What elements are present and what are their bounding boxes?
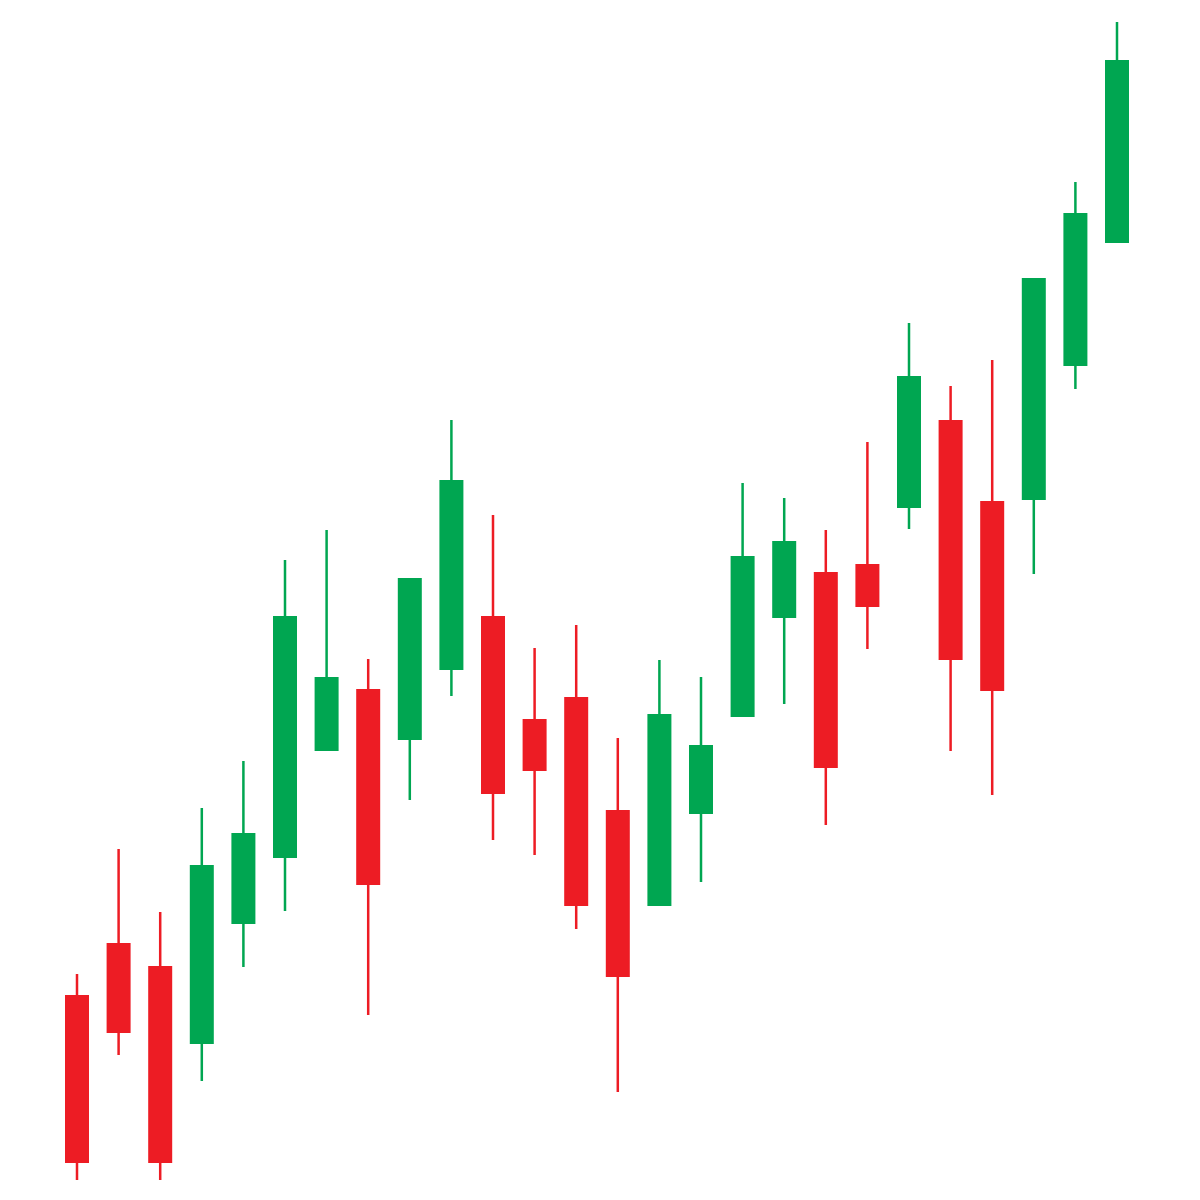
candle-body-down [813,572,838,768]
candle-24 [1021,278,1046,574]
candle-1 [65,974,89,1180]
candle-2 [106,849,131,1055]
candle-10 [439,420,464,696]
candle-body-up [1021,278,1046,500]
candle-14 [605,738,630,1092]
candle-body-up [397,578,422,740]
candle-16 [689,677,713,882]
candle-20 [855,442,880,649]
candle-15 [647,660,672,906]
candle-3 [148,912,173,1180]
candle-11 [481,515,505,840]
candle-25 [1063,182,1088,389]
candle-body-up [1063,213,1088,366]
candle-17 [730,483,755,717]
candle-19 [813,530,838,825]
candle-13 [564,625,589,929]
candle-22 [938,386,963,751]
candle-body-down [356,689,381,885]
candle-body-up [897,376,921,508]
candle-body-up [730,556,755,717]
candle-21 [897,323,921,529]
candle-body-down [855,564,880,607]
candle-body-up [647,714,672,906]
candle-body-up [689,745,713,814]
candle-body-up [772,541,797,618]
candle-5 [231,761,256,967]
candle-body-down [148,966,173,1163]
candle-body-down [522,719,547,771]
candle-body-down [564,697,589,906]
candle-9 [397,578,422,800]
candle-body-up [189,865,214,1044]
candle-body-down [938,420,963,660]
candle-body-up [273,616,297,858]
candle-8 [356,659,381,1015]
candle-6 [273,560,297,911]
candle-body-down [65,995,89,1163]
candle-4 [189,808,214,1081]
candle-26 [1105,22,1129,243]
candle-body-up [1105,60,1129,243]
candle-wick [325,530,328,751]
candle-body-down [980,501,1005,691]
candle-body-down [605,810,630,977]
candle-23 [980,360,1005,795]
candle-body-down [106,943,131,1033]
candle-body-up [231,833,256,924]
candle-body-up [439,480,464,670]
candle-body-up [314,677,339,751]
candle-wick [866,442,869,649]
candle-body-down [481,616,505,794]
candle-12 [522,648,547,855]
candle-18 [772,498,797,704]
candle-7 [314,530,339,751]
